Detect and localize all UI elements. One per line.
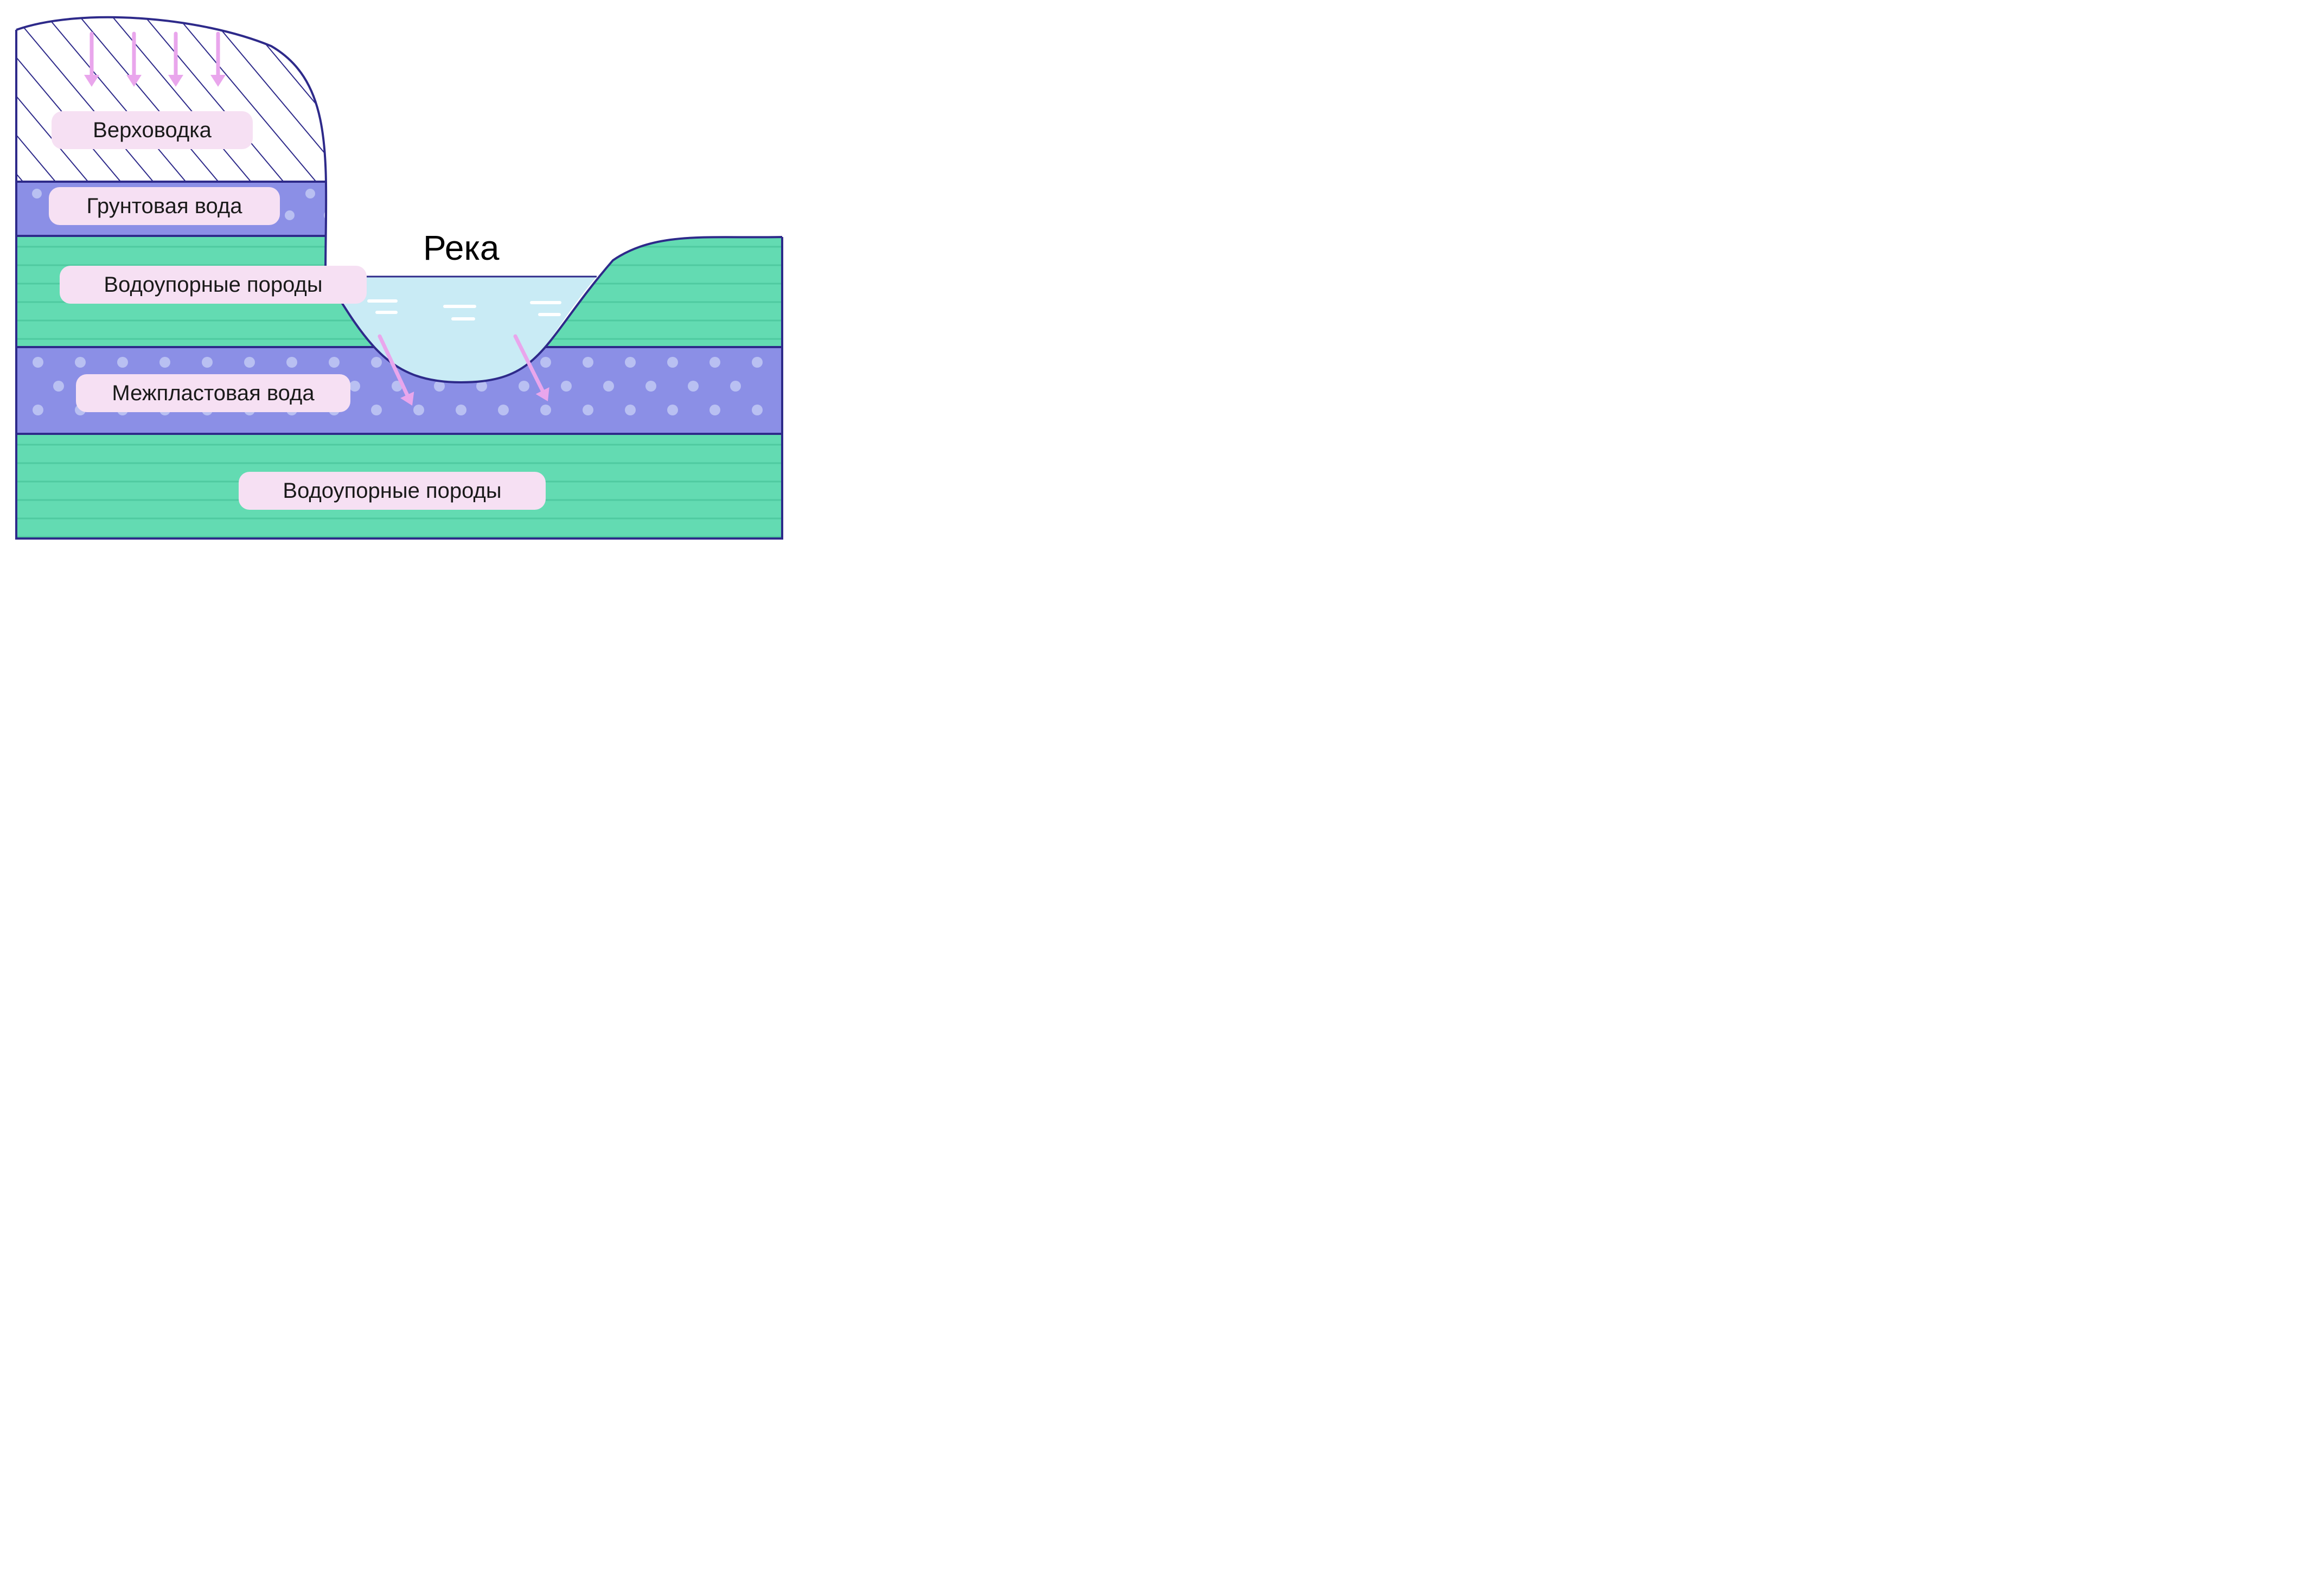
label-interstratal: Межпластовая вода [76,374,350,412]
groundwater-diagram: Верховодка Грунтовая вода Водоупорные по… [0,0,798,552]
label-aquiclude-lower: Водоупорные породы [239,472,546,510]
label-verkhovodka: Верховодка [52,111,253,149]
label-river: Река [423,228,499,268]
label-aquiclude-upper: Водоупорные породы [60,266,367,304]
label-groundwater: Грунтовая вода [49,187,280,225]
